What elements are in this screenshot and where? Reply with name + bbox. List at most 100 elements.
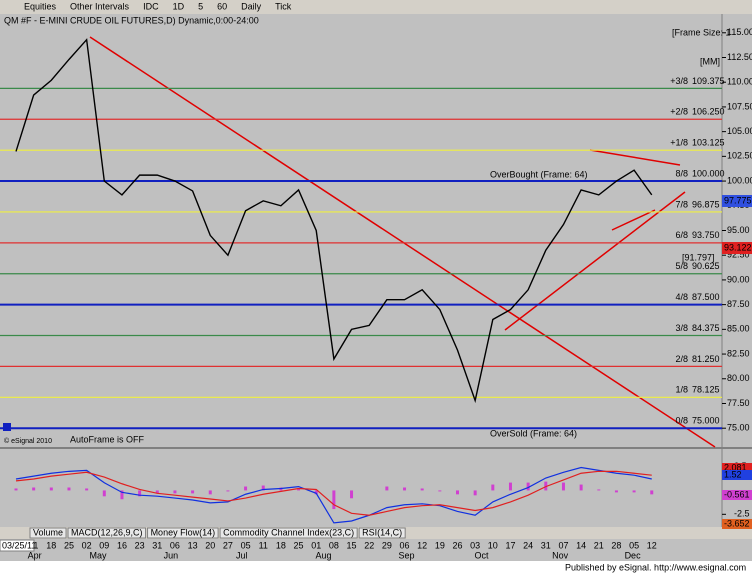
level-value: 84.375 — [692, 323, 720, 333]
y-tick-label: 110.00 — [727, 77, 752, 87]
x-tick-label: 28 — [611, 540, 621, 550]
level-value: 78.125 — [692, 385, 720, 395]
x-tick-label: 01 — [311, 540, 321, 550]
autoframe: AutoFrame is OFF — [70, 434, 145, 444]
x-tick-label: 19 — [435, 540, 445, 550]
panel-divider — [0, 447, 752, 449]
macd-line — [15, 470, 652, 516]
tab[interactable] — [29, 527, 67, 539]
x-tick-label: 18 — [276, 540, 286, 550]
x-tick-label: 14 — [576, 540, 586, 550]
footer-bar — [0, 561, 752, 575]
level-name: 3/8 — [675, 323, 688, 333]
oversold: OverSold (Frame: 64) — [490, 428, 577, 438]
toolbar-item: Daily — [241, 1, 262, 11]
tab[interactable] — [67, 527, 147, 539]
y-tick-label: 92.50 — [727, 250, 750, 260]
x-tick-label: 07 — [558, 540, 568, 550]
toolbar-item: Tick — [275, 1, 292, 11]
x-tick-label: 17 — [505, 540, 515, 550]
price-box-label: 97.775 — [724, 195, 752, 205]
level-name: 8/8 — [675, 168, 688, 178]
level-name: 1/8 — [675, 385, 688, 395]
level-value: 93.750 — [692, 230, 720, 240]
trend-line — [611, 209, 656, 231]
mm-label: [MM] — [700, 56, 720, 66]
month-label: Dec — [625, 550, 642, 560]
level-name: 7/8 — [675, 199, 688, 209]
price-box — [722, 195, 752, 207]
y-tick-label: 105.00 — [727, 126, 752, 136]
x-tick-label: 31 — [541, 540, 551, 550]
x-tick-label: 12 — [647, 540, 657, 550]
x-tick-label: 05 — [629, 540, 639, 550]
level-name: 4/8 — [675, 292, 688, 302]
x-tick-label: 27 — [223, 540, 233, 550]
trend-line — [504, 191, 686, 331]
tab[interactable] — [147, 527, 219, 539]
x-tick-label: 15 — [347, 540, 357, 550]
level-value: 103.125 — [692, 138, 725, 148]
tab-label[interactable]: Commodity Channel Index(23,C) — [223, 527, 354, 537]
y-tick-label: 75.00 — [727, 423, 750, 433]
tab[interactable] — [358, 527, 406, 539]
x-tick-label: 18 — [46, 540, 56, 550]
macd-line — [15, 466, 652, 524]
price-line — [15, 38, 653, 404]
x-tick-label: 29 — [382, 540, 392, 550]
value-box-label: 2.081 — [724, 462, 747, 472]
value-box — [722, 490, 752, 500]
value-box-label: -3.652 — [724, 518, 750, 528]
tab-label[interactable]: RSI(14,C) — [362, 527, 402, 537]
tab-label[interactable]: Money Flow(14) — [151, 527, 216, 537]
level-name: 2/8 — [675, 354, 688, 364]
chart-area — [0, 14, 752, 527]
value-box — [722, 463, 752, 473]
level-value: 81.250 — [692, 354, 720, 364]
copyright: © eSignal 2010 — [4, 437, 52, 445]
y-tick-label: 95.00 — [727, 225, 750, 235]
level-name: 6/8 — [675, 230, 688, 240]
toolbar-item: 60 — [217, 1, 227, 11]
level-name: +1/8 — [670, 138, 688, 148]
tab[interactable] — [219, 527, 358, 539]
y-tick-label: 112.50 — [727, 52, 752, 62]
month-label: Oct — [474, 550, 489, 560]
level-value: 96.875 — [692, 199, 720, 209]
trend-line — [89, 36, 716, 448]
x-tick-label: 13 — [188, 540, 198, 550]
x-tick-label: 20 — [205, 540, 215, 550]
overbought: OverBought (Frame: 64) — [490, 169, 588, 179]
x-tick-label: 11 — [259, 540, 268, 550]
x-tick-label: 22 — [364, 540, 374, 550]
level-value: 106.250 — [692, 107, 725, 117]
level-value: 109.375 — [692, 76, 725, 86]
month-label: May — [89, 550, 107, 560]
start-label: 03/25/11 — [2, 540, 36, 550]
level-name: +3/8 — [670, 76, 688, 86]
footer: Published by eSignal. http://www.esignal… — [565, 562, 746, 572]
x-tick-label: 25 — [294, 540, 304, 550]
month-label: Aug — [316, 550, 332, 560]
trend-line — [589, 149, 681, 166]
level-name: +2/8 — [670, 107, 688, 117]
level-value: 75.000 — [692, 416, 720, 426]
toolbar-item: IDC — [143, 1, 159, 11]
month-label: Jun — [164, 550, 179, 560]
value-box-label: 1.52 — [724, 469, 742, 479]
month-label: Jul — [236, 550, 248, 560]
toolbar-item: 5 — [198, 1, 203, 11]
y-tick-label: 107.50 — [727, 101, 752, 111]
bracket-label: [91.797] — [682, 252, 715, 262]
level-value: 87.500 — [692, 292, 720, 302]
x-tick-label: 06 — [400, 540, 410, 550]
x-tick-label: 02 — [82, 540, 92, 550]
tab-label[interactable]: Volume — [33, 527, 63, 537]
month-label: Sep — [399, 550, 415, 560]
month-label: Nov — [552, 550, 569, 560]
tab-label[interactable]: MACD(12,26,9,C) — [71, 527, 143, 537]
y-tick-label: 100.00 — [727, 175, 752, 185]
y-tick-label: 90.00 — [727, 274, 750, 284]
